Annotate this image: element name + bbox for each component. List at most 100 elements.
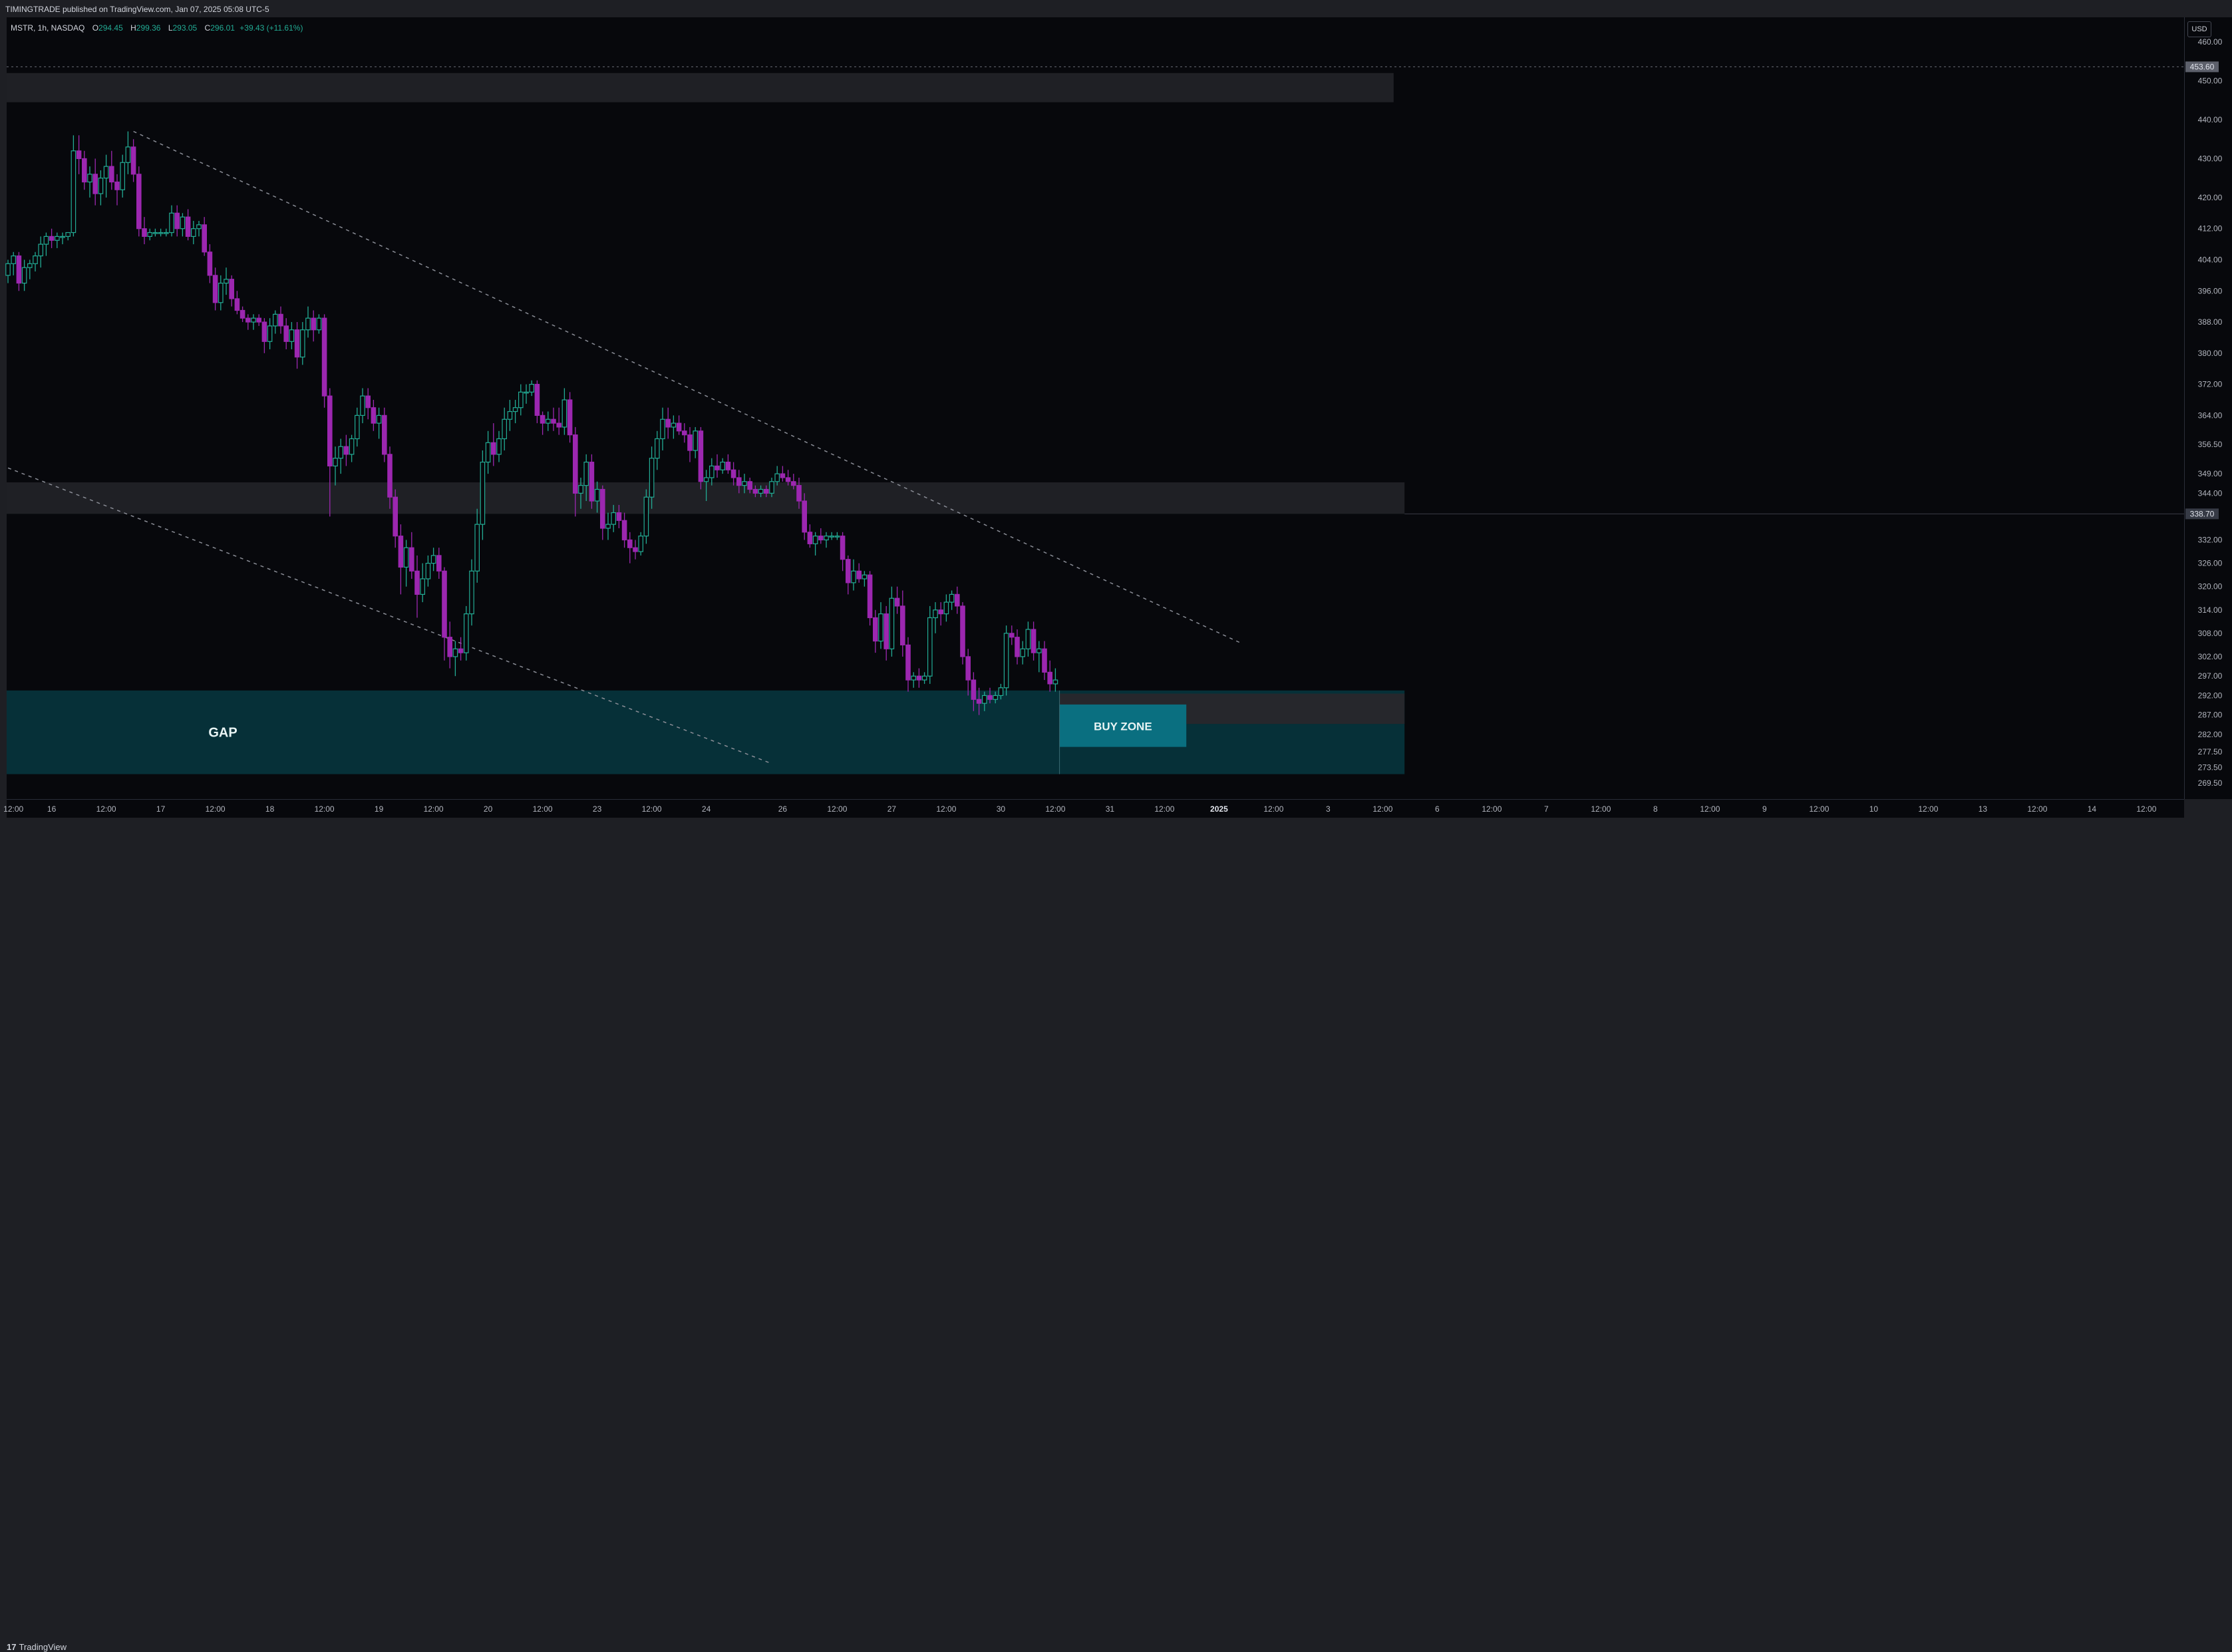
candle-body (256, 317, 262, 323)
publish-line: TIMINGTRADE published on TradingView.com… (5, 5, 269, 14)
candle (305, 306, 311, 338)
y-tick-label: 349.00 (2198, 469, 2223, 478)
candle-body (730, 469, 736, 478)
candle (316, 314, 322, 334)
candle-body (578, 485, 583, 494)
chart-pane[interactable] (7, 17, 2184, 799)
y-tick-label: 396.00 (2198, 286, 2223, 295)
candle (54, 232, 60, 248)
candle (27, 259, 33, 279)
candle (627, 532, 633, 564)
candle (829, 532, 835, 540)
candle (742, 474, 747, 494)
candle-body (196, 224, 202, 230)
candle (1003, 625, 1009, 696)
candle (899, 590, 905, 657)
candle-body (911, 675, 917, 681)
candle-body (671, 422, 677, 428)
candle (49, 228, 55, 248)
candle (987, 687, 993, 704)
candle-body (387, 454, 393, 498)
y-tick-label: 282.00 (2198, 730, 2223, 739)
candle-body (518, 391, 524, 409)
candle (234, 291, 240, 315)
candle (578, 477, 583, 509)
candle-body (545, 418, 551, 424)
tradingview-logo-text: TradingView (19, 1642, 67, 1652)
candle (851, 559, 856, 591)
candle (11, 251, 17, 275)
candle-body (289, 329, 295, 342)
candle-body (572, 434, 578, 494)
candle-body (747, 481, 753, 490)
candle-body (442, 570, 447, 638)
candle-body (627, 539, 633, 548)
time-axis[interactable] (7, 799, 2184, 818)
candle-body (949, 593, 955, 603)
candle-body (54, 236, 60, 241)
candle (414, 555, 420, 618)
candle-body (529, 384, 535, 393)
candle-body (774, 473, 780, 482)
x-tick-label: 7 (1544, 804, 1549, 814)
x-tick-label: 12:00 (827, 804, 847, 814)
candle (152, 228, 158, 237)
candle-body (616, 512, 622, 521)
legend-close-label: C (204, 23, 211, 33)
candle (599, 485, 605, 540)
candle (971, 672, 977, 711)
candle (311, 310, 317, 342)
candle (883, 605, 889, 661)
candle (294, 322, 300, 369)
x-tick-label: 12:00 (206, 804, 226, 814)
candle-body (278, 313, 283, 327)
candle (540, 411, 546, 435)
candle (965, 649, 971, 696)
candle (136, 166, 142, 237)
candle-body (202, 224, 208, 253)
candle-body (862, 574, 868, 579)
candle (594, 481, 600, 513)
currency-button[interactable]: USD (2187, 21, 2211, 37)
candle (567, 392, 573, 443)
tradingview-logo[interactable]: 17 TradingView (7, 1642, 67, 1652)
x-tick-label: 12:00 (1918, 804, 1938, 814)
candle-body (1052, 679, 1058, 685)
candle (480, 450, 486, 540)
candle-body (1042, 648, 1047, 673)
candle (43, 232, 49, 256)
candle-body (840, 536, 846, 560)
candle (660, 407, 665, 451)
price-axis[interactable] (2184, 17, 2232, 799)
candle-body (742, 481, 747, 486)
candle (251, 314, 256, 330)
candle-body (43, 236, 49, 245)
candle-body (496, 438, 502, 455)
candle (703, 470, 709, 502)
candle-body (818, 536, 824, 541)
candle-body (403, 547, 409, 568)
candle-body (360, 395, 365, 416)
chart[interactable]: GAP BUY ZONE 460.00 450.00 440.00 430.00 420.… (0, 0, 2232, 842)
candle (752, 485, 758, 498)
candle-body (829, 536, 835, 538)
candle (1009, 625, 1015, 645)
y-tick-label: 277.50 (2198, 747, 2223, 756)
candle (605, 512, 611, 540)
candle-body (408, 547, 414, 572)
x-tick-label: 12:00 (96, 804, 116, 814)
y-tick-label: 344.00 (2198, 488, 2223, 498)
candle-body (649, 458, 655, 498)
legend-open-label: O (92, 23, 99, 33)
candle (147, 228, 153, 241)
x-tick-label: 18 (265, 804, 275, 814)
candle (300, 322, 305, 365)
candle-body (218, 282, 224, 303)
candle-body (703, 477, 709, 482)
candle-body (621, 520, 627, 541)
candle-body (207, 251, 213, 276)
candle-body (103, 166, 109, 179)
candle-body (998, 687, 1004, 697)
candle-body (812, 536, 818, 544)
candle (92, 158, 98, 206)
